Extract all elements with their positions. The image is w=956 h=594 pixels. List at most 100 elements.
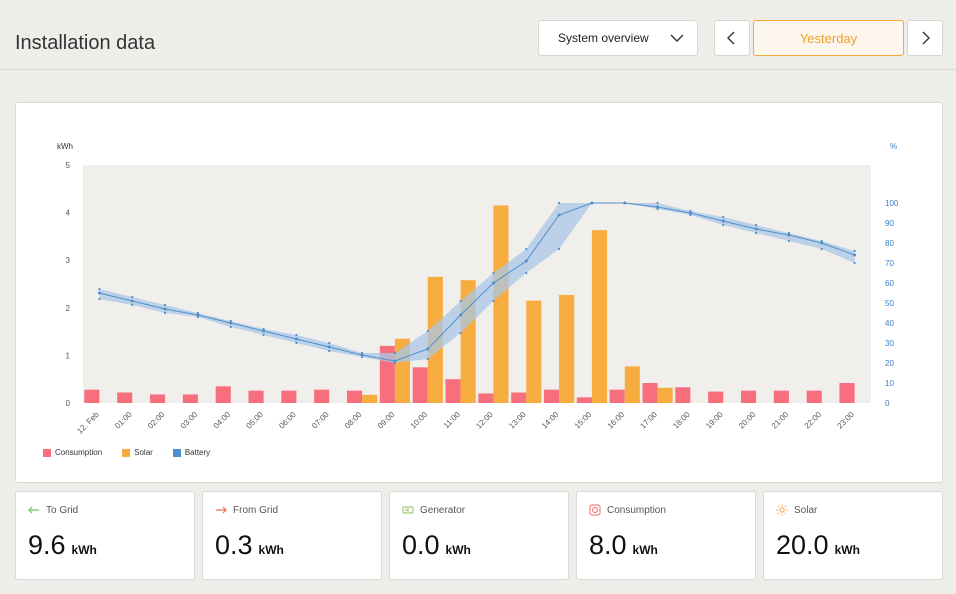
x-tick-label: 13:00	[507, 410, 528, 431]
x-tick-label: 22:00	[803, 410, 824, 431]
battery-point	[524, 259, 528, 263]
view-select-label: System overview	[558, 31, 649, 45]
battery-max-point	[787, 231, 791, 235]
battery-min-point	[98, 297, 101, 301]
stat-label: To Grid	[28, 504, 78, 516]
next-day-button[interactable]	[907, 20, 943, 56]
battery-max-point	[131, 295, 134, 299]
battery-point	[97, 291, 101, 295]
x-tick-label: 20:00	[737, 410, 758, 431]
arrow-left-icon	[28, 506, 39, 514]
battery-max-point	[820, 239, 823, 243]
x-tick-label: 14:00	[540, 410, 561, 431]
battery-max-point	[98, 287, 101, 291]
battery-point	[294, 337, 298, 341]
battery-point	[130, 299, 134, 303]
y-axis-title-right: %	[890, 142, 897, 151]
y-tick-left: 3	[66, 256, 71, 265]
legend-item[interactable]: Solar	[122, 448, 153, 457]
y-tick-left: 4	[66, 209, 71, 218]
y-tick-left: 1	[66, 351, 71, 360]
solar-bar	[624, 366, 640, 403]
battery-point	[327, 345, 331, 349]
plot-background	[83, 165, 871, 403]
battery-point	[688, 211, 692, 215]
stat-label-text: From Grid	[233, 504, 278, 516]
arrow-right-icon	[216, 506, 227, 514]
consumption-bar	[642, 383, 658, 403]
battery-point	[853, 253, 857, 257]
battery-min-point	[853, 261, 856, 265]
battery-max-point	[295, 333, 298, 337]
stat-label: From Grid	[215, 504, 278, 516]
battery-max-point	[360, 351, 364, 355]
consumption-bar	[839, 383, 855, 403]
view-select[interactable]: System overview	[538, 20, 698, 56]
battery-max-point	[163, 303, 167, 307]
x-tick-label: 07:00	[310, 410, 331, 431]
y-tick-left: 5	[66, 161, 71, 170]
y-tick-left: 0	[66, 399, 71, 408]
legend-swatch	[172, 448, 181, 457]
x-tick-label: 04:00	[212, 410, 233, 431]
y-axis-title-left: kWh	[57, 142, 73, 151]
battery-min-point	[459, 331, 462, 335]
solar-bar	[657, 387, 673, 403]
page-title: Installation data	[15, 32, 156, 54]
consumption-bar	[412, 367, 428, 403]
consumption-bar	[117, 392, 133, 403]
consumption-bar	[314, 389, 330, 403]
stat-value: 9.6 kWh	[28, 530, 97, 560]
stats-row: To Grid 9.6 kWh From Grid 0.3 kWh Generato…	[15, 491, 943, 580]
stat-label: Generator	[402, 504, 465, 516]
solar-bar	[591, 230, 608, 403]
y-tick-right: 10	[885, 379, 894, 388]
consumption-bar	[609, 389, 625, 403]
legend-label: Battery	[184, 448, 211, 457]
stat-label-text: Generator	[420, 504, 466, 516]
y-tick-right: 90	[885, 219, 894, 228]
legend-label: Consumption	[55, 448, 103, 457]
battery-point	[721, 219, 725, 223]
x-tick-label: 17:00	[638, 410, 659, 431]
x-tick-label: 12:00	[474, 410, 495, 431]
x-tick-label: 18:00	[671, 410, 692, 431]
date-button[interactable]: Yesterday	[753, 20, 904, 56]
chevron-down-icon	[670, 34, 684, 42]
x-tick-label: 21:00	[770, 410, 791, 431]
y-tick-right: 50	[885, 299, 894, 308]
consumption-bar	[675, 387, 691, 403]
battery-min-point	[262, 333, 265, 337]
x-tick-label: 08:00	[343, 410, 364, 431]
battery-point	[787, 233, 791, 237]
battery-min-point	[557, 247, 561, 251]
sun-icon	[776, 504, 788, 516]
legend-swatch	[43, 448, 51, 457]
battery-point	[393, 359, 397, 363]
legend-item[interactable]: Consumption	[43, 448, 102, 457]
stat-consumption: Consumption 8.0 kWh	[576, 491, 756, 580]
battery-max-point	[196, 311, 200, 315]
previous-day-button[interactable]	[714, 20, 750, 56]
battery-point	[196, 313, 200, 317]
battery-point	[229, 321, 233, 325]
stat-label-text: To Grid	[46, 504, 79, 516]
battery-min-point	[787, 239, 791, 243]
y-tick-right: 30	[885, 339, 894, 348]
battery-point	[426, 347, 430, 351]
y-tick-right: 60	[885, 279, 894, 288]
battery-point	[360, 353, 364, 357]
consumption-bar	[215, 386, 231, 403]
battery-point	[656, 205, 660, 209]
header: Installation data System overview Yester…	[0, 0, 956, 70]
consumption-bar	[149, 394, 166, 403]
battery-max-point	[393, 351, 397, 355]
x-tick-label: 16:00	[606, 410, 627, 431]
battery-max-point	[229, 319, 232, 323]
legend-item[interactable]: Battery	[172, 448, 211, 457]
battery-min-point	[360, 355, 364, 359]
consumption-bar	[511, 392, 527, 403]
solar-bar	[559, 294, 575, 403]
battery-max-point	[426, 329, 429, 333]
